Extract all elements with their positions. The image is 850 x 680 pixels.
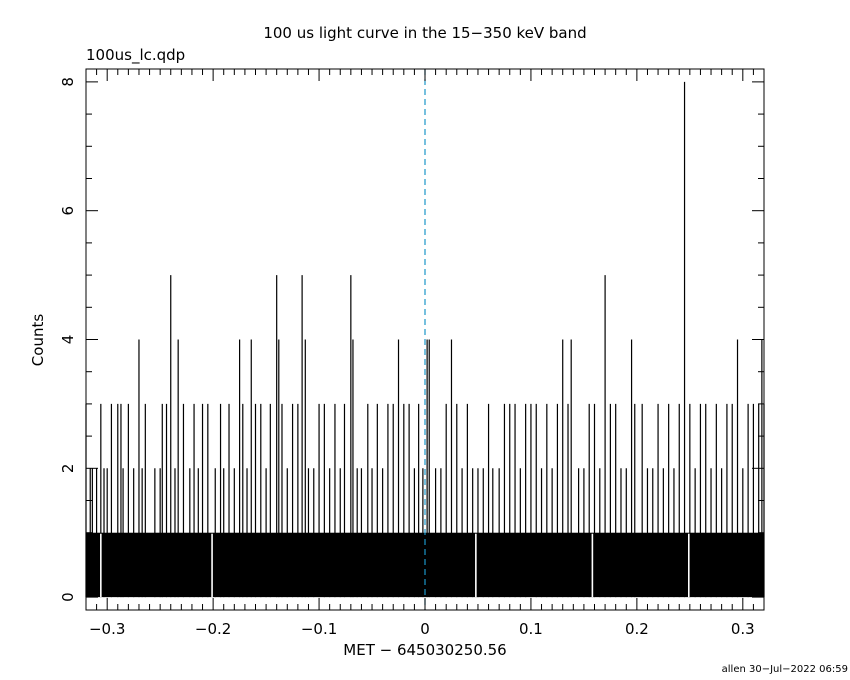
footer-credit: allen 30−Jul−2022 06:59: [722, 664, 848, 675]
y-tick-label: 2: [59, 464, 77, 474]
y-axis-label: Counts: [29, 314, 47, 367]
y-axis-ticks: 0 2 4 6 8: [59, 77, 764, 602]
x-tick-label: −0.3: [89, 620, 125, 638]
x-tick-label: −0.1: [301, 620, 337, 638]
y-tick-label: 6: [59, 206, 77, 216]
y-tick-label: 0: [59, 592, 77, 602]
x-tick-label: 0.3: [731, 620, 755, 638]
x-tick-label: 0.2: [625, 620, 649, 638]
x-tick-label: 0.1: [519, 620, 543, 638]
x-axis-label: MET − 645030250.56: [343, 641, 506, 659]
chart-title: 100 us light curve in the 15−350 keV ban…: [263, 24, 586, 42]
y-tick-label: 8: [59, 77, 77, 87]
chart-subtitle: 100us_lc.qdp: [86, 46, 185, 65]
baseline-gaps: [100, 533, 690, 598]
x-tick-label: 0: [420, 620, 430, 638]
x-tick-label: −0.2: [195, 620, 231, 638]
x-axis-ticks: −0.3 −0.2 −0.1 0 0.1 0.2 0.3: [85, 69, 765, 638]
y-tick-label: 4: [59, 335, 77, 345]
